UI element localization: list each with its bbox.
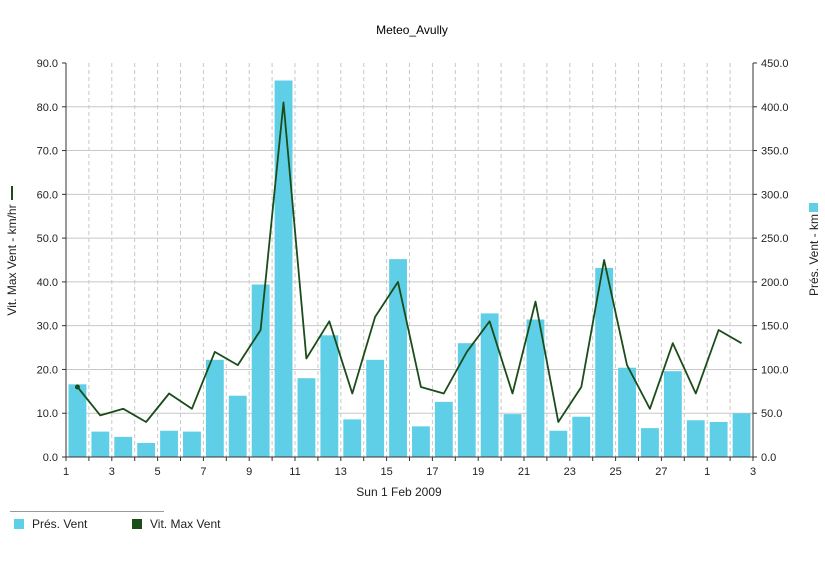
y-left-tick-label: 40.0 — [37, 277, 58, 289]
y-left-axis-title: Vit. Max Vent - km/hr — [5, 204, 19, 315]
y-right-tick-label: 150.0 — [761, 321, 789, 333]
bar — [251, 284, 270, 457]
bar — [320, 335, 339, 457]
y-right-tick-label: 450.0 — [761, 58, 789, 70]
x-tick-label: 7 — [200, 466, 206, 478]
bar — [641, 428, 659, 457]
legend-swatch-pres-vent — [14, 519, 24, 529]
bar — [595, 267, 614, 457]
legend-divider — [10, 511, 164, 512]
y-right-tick-label: 400.0 — [761, 102, 789, 114]
x-tick-label: 27 — [655, 466, 667, 478]
x-tick-label: 3 — [109, 466, 115, 478]
bar — [526, 319, 545, 457]
axes — [62, 62, 757, 461]
chart-title: Meteo_Avully — [376, 23, 448, 37]
bar — [68, 384, 87, 457]
x-tick-label: 15 — [380, 466, 392, 478]
x-tick-label: 17 — [426, 466, 438, 478]
bar — [686, 420, 705, 457]
y-right-tick-label: 0.0 — [761, 452, 776, 464]
legend-swatch-vit-max-vent — [132, 519, 142, 529]
y-right-tick-label: 250.0 — [761, 233, 789, 245]
y-right-tick-label: 200.0 — [761, 277, 789, 289]
bar — [274, 80, 293, 457]
bar — [114, 436, 133, 457]
bar — [709, 421, 728, 457]
bar — [412, 426, 430, 457]
x-tick-label: 3 — [750, 466, 756, 478]
bar — [91, 431, 110, 457]
x-tick-label: 25 — [609, 466, 621, 478]
x-tick-label: 9 — [246, 466, 252, 478]
y-left-tick-label: 30.0 — [37, 321, 58, 333]
bar — [160, 430, 178, 457]
bar — [389, 259, 407, 457]
y-right-tick-label: 350.0 — [761, 146, 789, 158]
bar — [618, 367, 636, 457]
bar — [572, 416, 591, 457]
bar — [183, 431, 201, 457]
y-left-tick-label: 20.0 — [37, 364, 58, 376]
x-tick-label: 23 — [564, 466, 576, 478]
x-tick-label: 5 — [155, 466, 161, 478]
y-left-tick-label: 60.0 — [37, 189, 58, 201]
y-left-tick-label: 50.0 — [37, 233, 58, 245]
y-left-tick-label: 10.0 — [37, 408, 58, 420]
legend-item-vit-max-vent: Vit. Max Vent — [132, 517, 220, 531]
y-left-tick-label: 70.0 — [37, 146, 58, 158]
bar — [297, 378, 316, 457]
axis-labels: 0.0 10.0 20.0 30.0 40.0 50.0 60.0 70.0 80.0 90.0 0… — [37, 58, 789, 478]
bar — [457, 343, 476, 457]
x-tick-label: 1 — [63, 466, 69, 478]
bar — [503, 414, 522, 457]
bar — [366, 359, 385, 457]
y-left-tick-label: 0.0 — [43, 452, 58, 464]
legend-label-vit-max-vent: Vit. Max Vent — [150, 517, 221, 531]
grid — [66, 63, 753, 457]
y-right-tick-label: 50.0 — [761, 408, 782, 420]
x-tick-label: 21 — [518, 466, 530, 478]
x-tick-label: 13 — [335, 466, 347, 478]
bar — [137, 442, 156, 457]
line-path — [76, 101, 742, 423]
bar — [434, 401, 453, 457]
bar — [343, 419, 362, 457]
legend-label-pres-vent: Prés. Vent — [32, 517, 88, 531]
bar — [480, 313, 499, 457]
bar — [205, 359, 224, 457]
bar — [549, 430, 568, 457]
y-right-axis-title: Prés. Vent - km — [807, 214, 821, 296]
x-tick-label: 11 — [289, 466, 300, 478]
y-left-tick-label: 80.0 — [37, 102, 58, 114]
bar — [663, 371, 682, 457]
y-right-legend-swatch — [809, 203, 818, 212]
line-series — [74, 101, 742, 423]
y-right-tick-label: 300.0 — [761, 189, 789, 201]
bar — [228, 395, 247, 457]
x-axis-title: Sun 1 Feb 2009 — [356, 485, 442, 499]
y-right-tick-label: 100.0 — [761, 364, 789, 376]
y-left-tick-label: 90.0 — [37, 58, 58, 70]
bar — [732, 413, 751, 457]
legend-item-pres-vent: Prés. Vent — [14, 517, 87, 531]
x-tick-label: 19 — [472, 466, 484, 478]
line-point — [74, 384, 80, 390]
bar-series — [68, 80, 751, 457]
x-tick-label: 1 — [704, 466, 710, 478]
